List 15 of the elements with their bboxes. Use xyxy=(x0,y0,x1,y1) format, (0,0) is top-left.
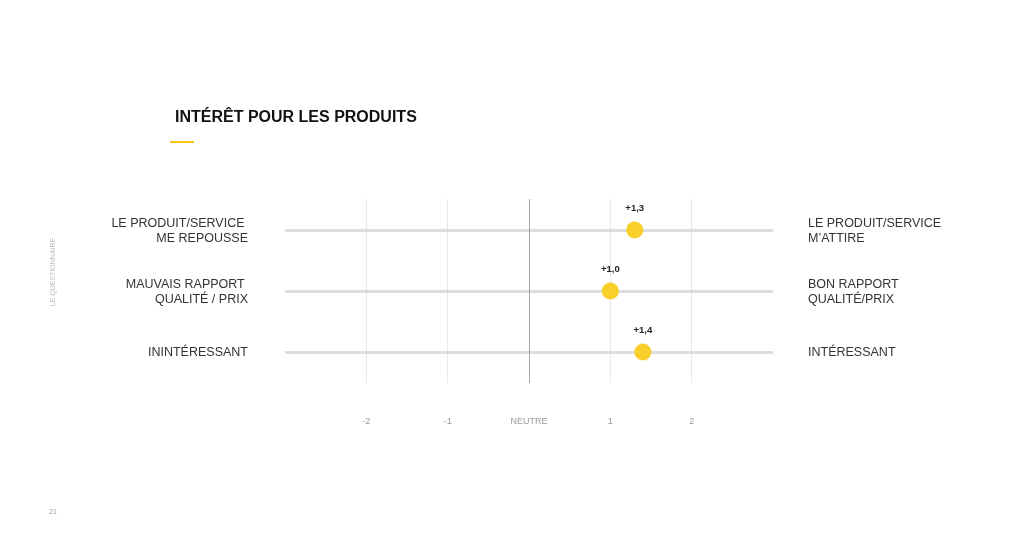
x-tick-label: -1 xyxy=(443,416,452,426)
chart-title: INTÉRÊT POUR LES PRODUITS xyxy=(175,106,418,125)
y2-tick-label: INTÉRESSANT xyxy=(808,344,896,359)
y2-tick-label: LE PRODUIT/SERVICE M’ATTIRE xyxy=(808,215,945,245)
y-tick-label: MAUVAIS RAPPORT QUALITÉ / PRIX xyxy=(125,276,249,306)
y-tick-label: ININTÉRESSANT xyxy=(147,344,249,359)
x-tick-label: 1 xyxy=(607,416,613,426)
data-label: +1,0 xyxy=(600,263,620,274)
y-tick-label: LE PRODUIT/SERVICE ME REPOUSSE xyxy=(111,215,248,245)
data-label: +1,3 xyxy=(625,202,645,213)
y2-tick-label: BON RAPPORT QUALITÉ/PRIX xyxy=(808,276,903,306)
x-tick-label: 2 xyxy=(689,416,695,426)
data-label: +1,4 xyxy=(633,324,653,335)
x-tick-label: -2 xyxy=(362,416,371,426)
x-tick-label: NEUTRE xyxy=(510,416,548,426)
